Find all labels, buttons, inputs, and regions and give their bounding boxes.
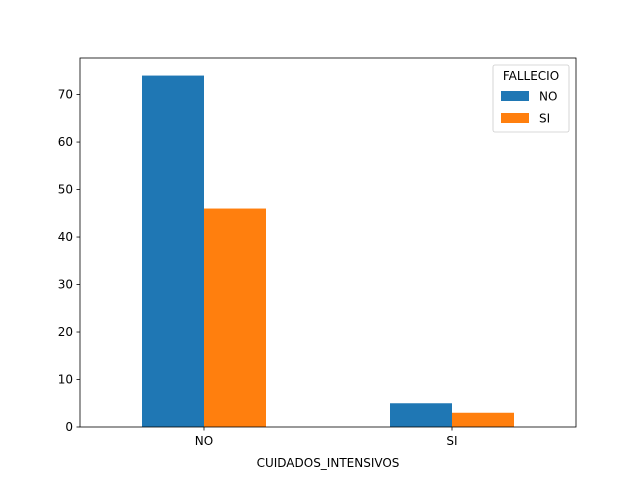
- legend-label-si: SI: [539, 112, 550, 126]
- x-axis: NO SI: [195, 427, 458, 448]
- y-axis: 0 10 20 30 40 50 60 70: [58, 88, 80, 434]
- legend-swatch-si: [501, 113, 529, 123]
- y-tick-label: 40: [58, 230, 73, 244]
- y-tick-label: 50: [58, 183, 73, 197]
- bar-no-no: [142, 75, 204, 428]
- y-tick-label: 30: [58, 278, 73, 292]
- bars-group: [142, 75, 514, 428]
- bar-si-no: [390, 403, 452, 427]
- plot-frame: [79, 57, 577, 428]
- x-tick-label: NO: [195, 434, 213, 448]
- legend: FALLECIO NO SI: [492, 64, 570, 133]
- legend-label-no: NO: [539, 90, 557, 104]
- x-axis-label: CUIDADOS_INTENSIVOS: [257, 456, 400, 470]
- x-tick-label: SI: [446, 434, 457, 448]
- y-tick-label: 20: [58, 325, 73, 339]
- y-tick-label: 10: [58, 373, 73, 387]
- legend-swatch-no: [501, 91, 529, 101]
- y-tick-label: 60: [58, 135, 73, 149]
- y-tick-label: 0: [65, 420, 73, 434]
- bar-no-si: [204, 208, 266, 427]
- y-tick-label: 70: [58, 88, 73, 102]
- legend-title: FALLECIO: [503, 69, 559, 83]
- legend-items: NO SI: [501, 90, 557, 126]
- bar-si-si: [452, 412, 514, 427]
